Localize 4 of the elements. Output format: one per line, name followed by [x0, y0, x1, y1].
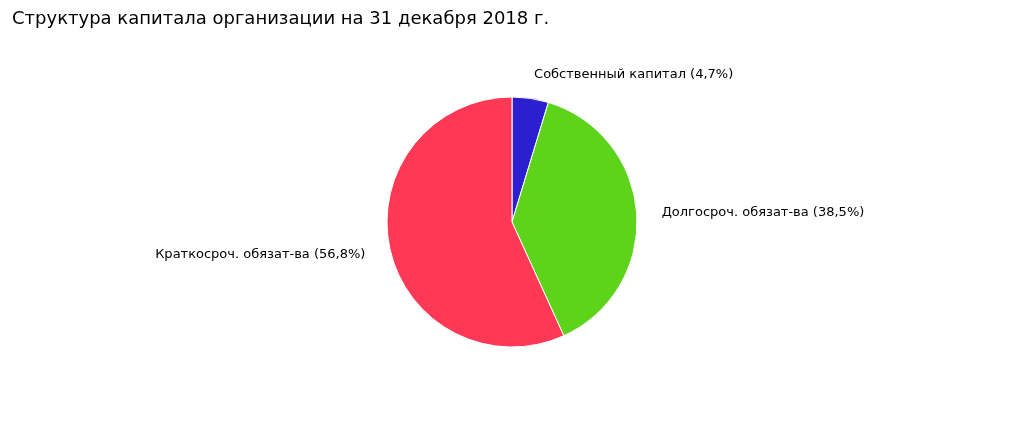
- slice-label: Собственный капитал (4,7%): [534, 65, 734, 81]
- slice-label: Долгосроч. обязат-ва (38,5%): [661, 204, 865, 220]
- slice-label: Краткосроч. обязат-ва (56,8%): [155, 245, 366, 261]
- chart-title: Структура капитала организации на 31 декабря 2018 г.: [12, 7, 550, 28]
